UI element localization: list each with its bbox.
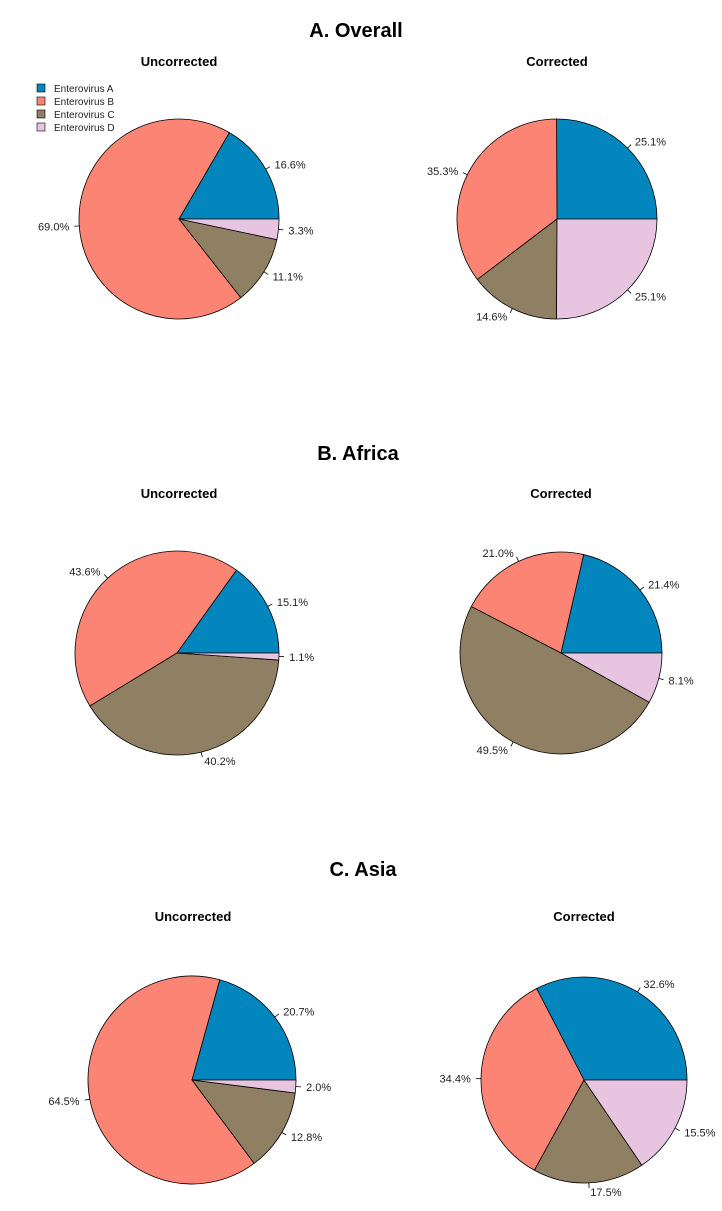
pie-label-tick [274, 1013, 280, 1018]
subtitle-overall-corrected: Corrected [526, 54, 587, 69]
pie-data-label: 49.5% [477, 745, 508, 757]
pie-slice-enterovirus-c [476, 218, 558, 320]
pie-data-label: 21.4% [648, 579, 679, 591]
legend-label-c: Enterovirus C [54, 110, 115, 121]
pie-data-label: 12.8% [291, 1132, 322, 1144]
pie-slice-enterovirus-d [559, 652, 663, 703]
legend: Enterovirus A Enterovirus B Enterovirus … [36, 83, 115, 134]
legend-swatch-a [36, 83, 46, 93]
pie-label-tick [510, 741, 514, 747]
legend-swatch-b [36, 96, 46, 106]
pie-data-label: 25.1% [635, 137, 666, 149]
pie-data-label: 1.1% [289, 652, 314, 664]
pie-slice-enterovirus-b [74, 550, 237, 707]
pie-slice-enterovirus-c [178, 218, 278, 299]
pie-label-tick [265, 166, 271, 170]
pie-data-label: 40.2% [204, 756, 235, 768]
pie-data-label: 2.0% [306, 1082, 331, 1094]
legend-label-a: Enterovirus A [54, 84, 114, 95]
pie-label-tick [103, 574, 108, 579]
pie-data-label: 69.0% [38, 222, 69, 234]
subtitle-overall-uncorrected: Uncorrected [141, 54, 218, 69]
pie-data-label: 17.5% [590, 1187, 621, 1199]
pie-label-tick [658, 678, 664, 681]
pie-data-label: 14.6% [476, 312, 507, 324]
subtitle-asia-uncorrected: Uncorrected [155, 909, 232, 924]
pie-data-label: 21.0% [483, 548, 514, 560]
pie-label-tick [263, 271, 269, 275]
pie-label-tick [637, 987, 641, 993]
subtitle-africa-uncorrected: Uncorrected [141, 486, 218, 501]
pie-overall-uncorrected: 16.6% 69.0% 11.1% 3.3% [38, 118, 314, 320]
pie-data-label: 15.1% [277, 597, 308, 609]
subtitle-asia-corrected: Corrected [553, 909, 614, 924]
pie-slice-enterovirus-b [78, 118, 242, 320]
pie-slice-enterovirus-b [456, 118, 558, 281]
pie-slice-enterovirus-a [536, 976, 688, 1081]
pie-data-label: 34.4% [440, 1074, 471, 1086]
pie-slice-enterovirus-b [480, 987, 585, 1171]
pie-slice-enterovirus-b [470, 551, 585, 654]
pie-slice-enterovirus-a [176, 569, 280, 654]
pie-data-label: 11.1% [273, 272, 304, 284]
pie-slice-enterovirus-d [556, 218, 658, 320]
pie-data-label: 15.5% [684, 1128, 715, 1140]
pie-data-label: 64.5% [48, 1096, 79, 1108]
pie-label-tick [627, 144, 632, 149]
pie-label-tick [462, 172, 468, 176]
pie-label-tick [639, 586, 645, 591]
pie-slice-enterovirus-a [560, 554, 663, 654]
section-title-asia: C. Asia [329, 859, 397, 881]
pie-slice-enterovirus-c [533, 1079, 643, 1184]
pie-data-label: 20.7% [283, 1006, 314, 1018]
pie-data-label: 25.1% [635, 291, 666, 303]
pie-label-tick [627, 289, 632, 294]
pie-slice-enterovirus-a [178, 132, 280, 220]
pie-asia-corrected: 32.6% 34.4% 17.5% 15.5% [440, 976, 716, 1199]
pie-slice-enterovirus-c [89, 652, 280, 756]
pie-label-tick [509, 308, 513, 314]
pie-label-tick [278, 228, 284, 231]
pie-label-tick [281, 1132, 287, 1136]
pie-label-tick [516, 556, 519, 562]
pie-data-label: 8.1% [669, 676, 694, 688]
pie-slice-enterovirus-c [191, 1079, 296, 1164]
pie-data-label: 32.6% [643, 979, 674, 991]
pie-data-label: 3.3% [288, 225, 313, 237]
pie-slice-enterovirus-d [583, 1079, 688, 1166]
pie-data-label: 43.6% [69, 566, 100, 578]
pie-label-tick [84, 1098, 90, 1101]
pie-africa-uncorrected: 15.1% 43.6% 40.2% 1.1% [69, 550, 314, 768]
pie-label-tick [200, 752, 203, 758]
subtitle-africa-corrected: Corrected [530, 486, 591, 501]
legend-swatch-d [36, 122, 46, 132]
pie-asia-uncorrected: 20.7% 64.5% 12.8% 2.0% [48, 975, 331, 1185]
pie-data-label: 16.6% [275, 160, 306, 172]
legend-label-b: Enterovirus B [54, 97, 114, 108]
pie-label-tick [674, 1127, 680, 1131]
pie-africa-corrected: 21.4% 21.0% 49.5% 8.1% [459, 548, 694, 757]
pie-slice-enterovirus-b [87, 975, 255, 1185]
pie-overall-corrected: 25.1% 35.3% 14.6% 25.1% [427, 118, 666, 324]
section-title-africa: B. Africa [317, 443, 399, 465]
legend-swatch-c [36, 109, 46, 119]
section-title-overall: A. Overall [309, 20, 402, 42]
pie-label-tick [267, 603, 273, 607]
pie-data-label: 35.3% [427, 166, 458, 178]
legend-label-d: Enterovirus D [54, 123, 115, 134]
pie-slice-enterovirus-a [556, 118, 658, 220]
pie-slice-enterovirus-c [459, 606, 650, 755]
